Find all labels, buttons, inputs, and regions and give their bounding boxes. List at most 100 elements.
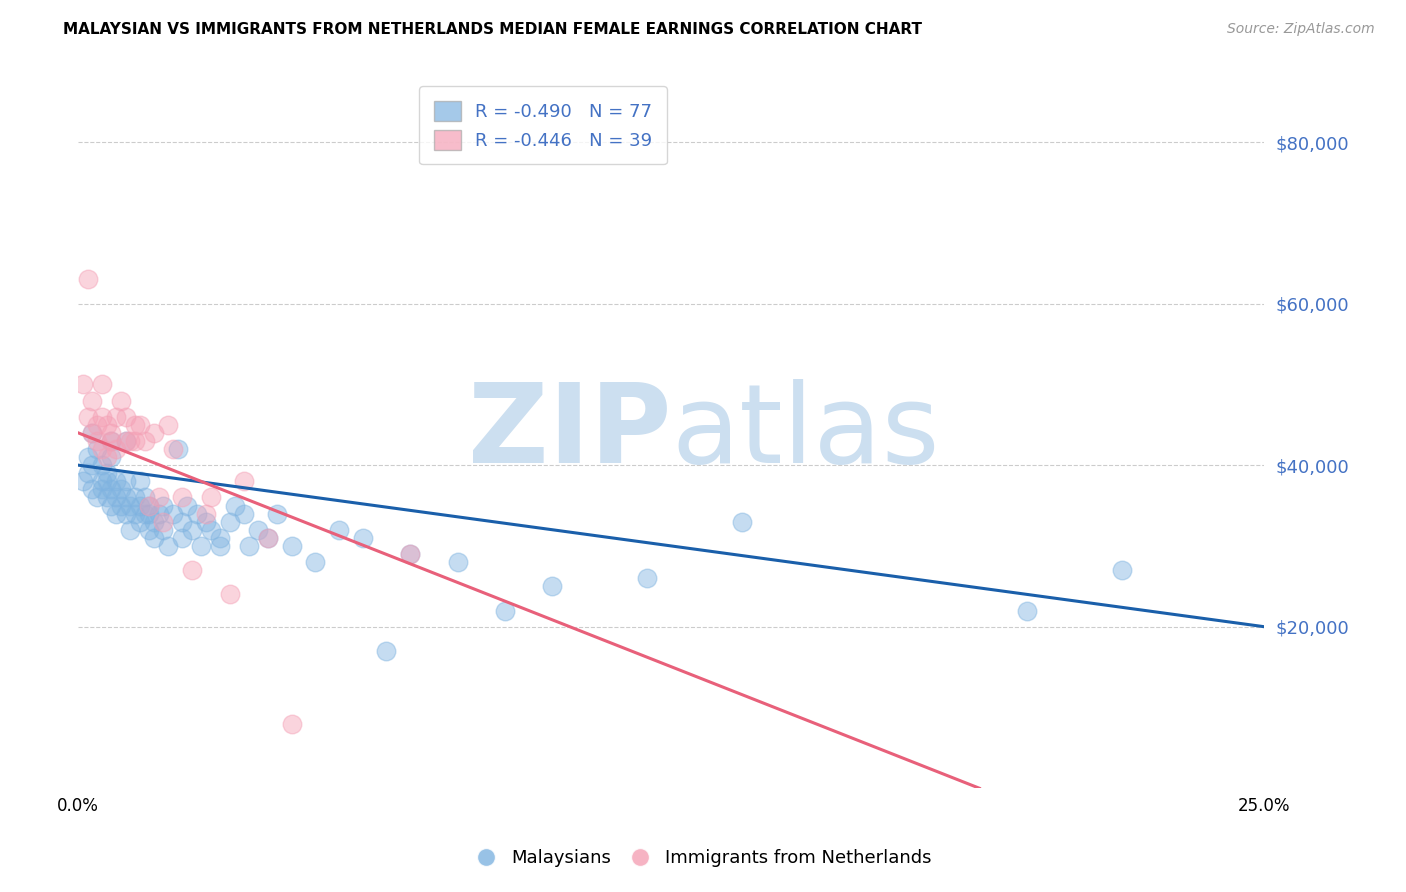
- Point: [224, 499, 246, 513]
- Legend: R = -0.490   N = 77, R = -0.446   N = 39: R = -0.490 N = 77, R = -0.446 N = 39: [419, 87, 666, 164]
- Point: [181, 523, 204, 537]
- Point: [100, 450, 122, 464]
- Point: [200, 523, 222, 537]
- Point: [233, 475, 256, 489]
- Point: [82, 425, 104, 440]
- Point: [446, 555, 468, 569]
- Point: [86, 417, 108, 432]
- Point: [219, 515, 242, 529]
- Point: [86, 442, 108, 456]
- Point: [209, 539, 232, 553]
- Point: [128, 499, 150, 513]
- Point: [76, 467, 98, 481]
- Text: MALAYSIAN VS IMMIGRANTS FROM NETHERLANDS MEDIAN FEMALE EARNINGS CORRELATION CHAR: MALAYSIAN VS IMMIGRANTS FROM NETHERLANDS…: [63, 22, 922, 37]
- Point: [233, 507, 256, 521]
- Point: [114, 434, 136, 448]
- Point: [114, 491, 136, 505]
- Point: [124, 417, 146, 432]
- Point: [143, 531, 166, 545]
- Point: [280, 716, 302, 731]
- Point: [105, 409, 128, 424]
- Point: [280, 539, 302, 553]
- Point: [1111, 563, 1133, 577]
- Point: [143, 515, 166, 529]
- Point: [110, 499, 132, 513]
- Point: [304, 555, 326, 569]
- Point: [96, 450, 118, 464]
- Point: [257, 531, 280, 545]
- Point: [247, 523, 270, 537]
- Point: [172, 531, 194, 545]
- Point: [128, 417, 150, 432]
- Point: [90, 475, 112, 489]
- Point: [134, 434, 156, 448]
- Point: [110, 393, 132, 408]
- Point: [494, 603, 516, 617]
- Point: [128, 515, 150, 529]
- Point: [138, 507, 160, 521]
- Point: [731, 515, 754, 529]
- Point: [100, 425, 122, 440]
- Point: [105, 507, 128, 521]
- Point: [100, 483, 122, 497]
- Point: [138, 523, 160, 537]
- Point: [181, 563, 204, 577]
- Point: [166, 442, 188, 456]
- Point: [128, 475, 150, 489]
- Point: [266, 507, 288, 521]
- Point: [100, 499, 122, 513]
- Point: [86, 434, 108, 448]
- Point: [200, 491, 222, 505]
- Point: [124, 491, 146, 505]
- Point: [195, 515, 218, 529]
- Point: [96, 475, 118, 489]
- Point: [172, 515, 194, 529]
- Point: [195, 507, 218, 521]
- Point: [399, 547, 422, 561]
- Point: [96, 467, 118, 481]
- Point: [541, 579, 564, 593]
- Point: [76, 409, 98, 424]
- Point: [124, 434, 146, 448]
- Point: [1015, 603, 1038, 617]
- Point: [209, 531, 232, 545]
- Point: [176, 499, 198, 513]
- Point: [82, 425, 104, 440]
- Point: [72, 377, 94, 392]
- Point: [148, 491, 170, 505]
- Text: Source: ZipAtlas.com: Source: ZipAtlas.com: [1227, 22, 1375, 37]
- Text: ZIP: ZIP: [468, 379, 671, 486]
- Point: [120, 499, 142, 513]
- Point: [110, 483, 132, 497]
- Point: [162, 442, 184, 456]
- Point: [90, 442, 112, 456]
- Point: [100, 434, 122, 448]
- Point: [90, 483, 112, 497]
- Point: [257, 531, 280, 545]
- Point: [172, 491, 194, 505]
- Point: [105, 491, 128, 505]
- Point: [90, 458, 112, 472]
- Point: [328, 523, 350, 537]
- Point: [90, 409, 112, 424]
- Point: [82, 393, 104, 408]
- Point: [96, 417, 118, 432]
- Point: [105, 475, 128, 489]
- Point: [82, 483, 104, 497]
- Point: [76, 272, 98, 286]
- Point: [120, 434, 142, 448]
- Point: [162, 507, 184, 521]
- Point: [152, 499, 174, 513]
- Point: [157, 417, 180, 432]
- Point: [76, 450, 98, 464]
- Point: [96, 491, 118, 505]
- Point: [636, 571, 658, 585]
- Point: [114, 409, 136, 424]
- Point: [72, 475, 94, 489]
- Point: [238, 539, 260, 553]
- Point: [352, 531, 374, 545]
- Point: [399, 547, 422, 561]
- Point: [86, 491, 108, 505]
- Point: [100, 434, 122, 448]
- Point: [124, 507, 146, 521]
